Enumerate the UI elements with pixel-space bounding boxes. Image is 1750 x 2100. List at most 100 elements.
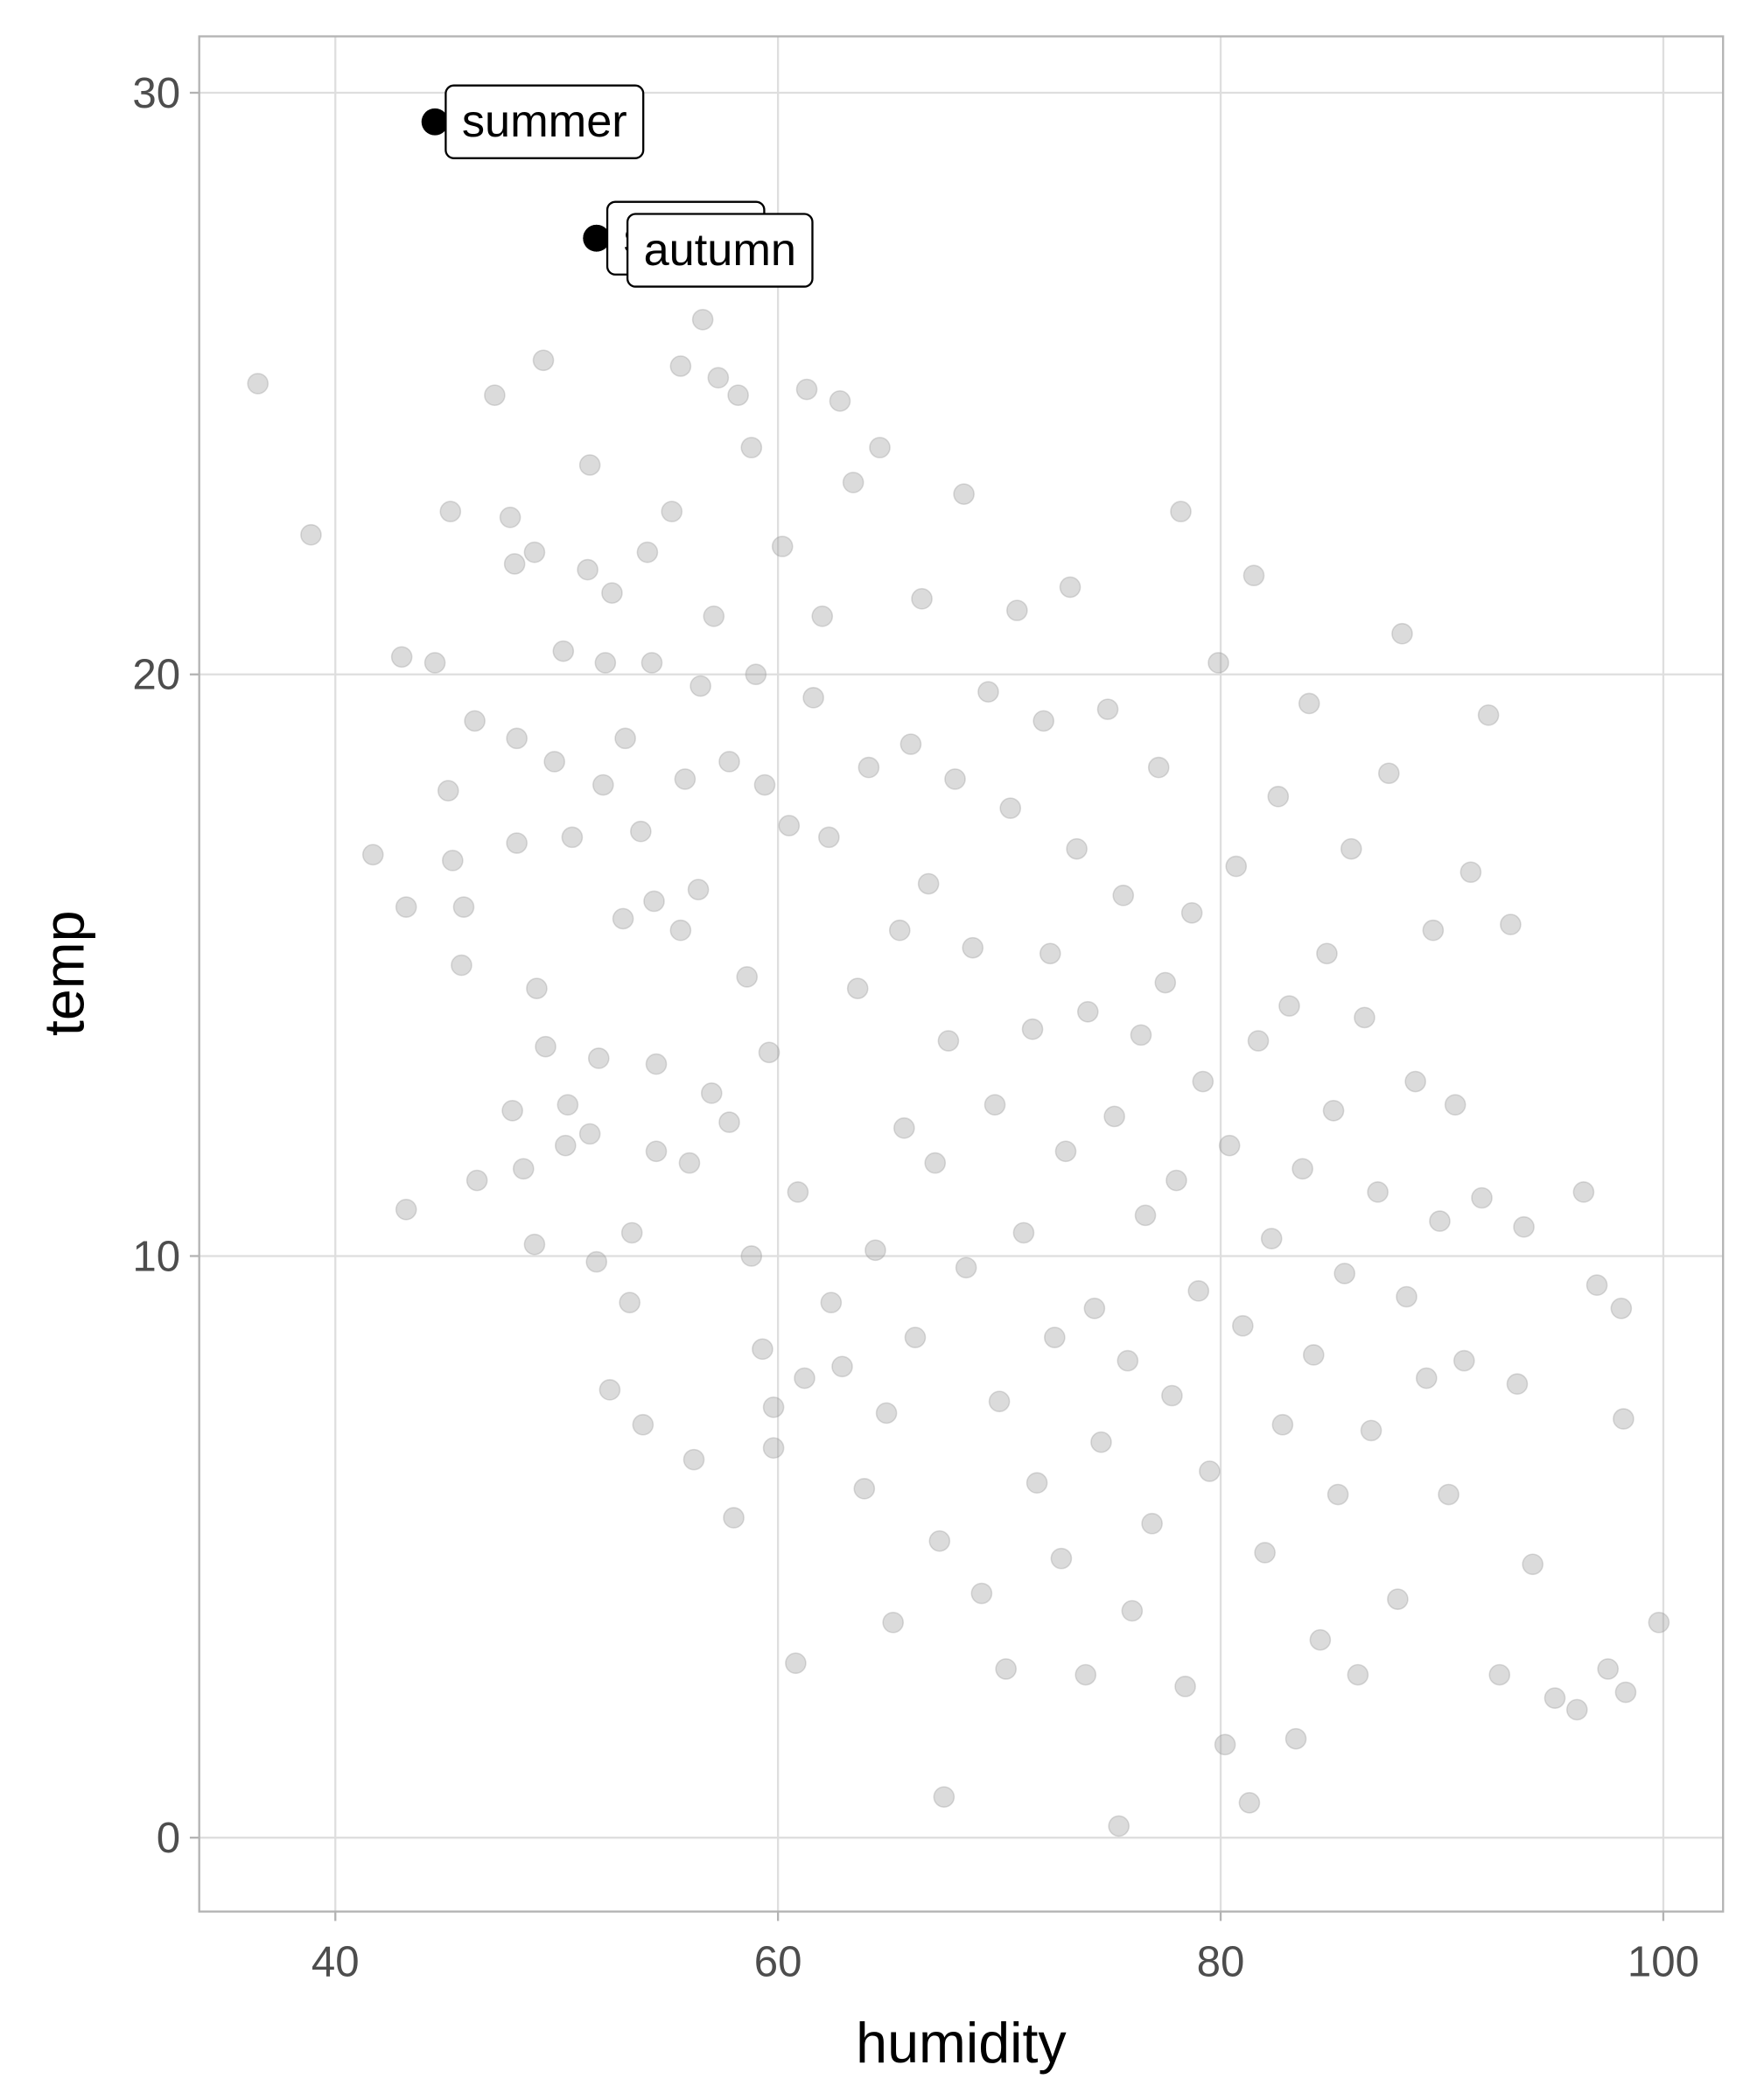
x-tick-label: 60 [754, 1937, 802, 1985]
point [831, 1355, 853, 1378]
point [937, 1030, 960, 1052]
label: autumn [626, 213, 814, 288]
point [1112, 885, 1135, 906]
point [703, 605, 725, 627]
point [619, 1292, 640, 1313]
label-box [444, 84, 645, 159]
point [1039, 942, 1061, 965]
point [1116, 1349, 1139, 1372]
point [506, 832, 528, 854]
point [395, 896, 417, 918]
point [691, 308, 714, 331]
point [1076, 1000, 1099, 1023]
point [1347, 1663, 1369, 1686]
point [1354, 1006, 1376, 1029]
point [740, 437, 763, 458]
point [1247, 1030, 1270, 1052]
point [552, 640, 575, 662]
point [911, 588, 933, 610]
point [718, 1111, 740, 1133]
point [700, 1082, 723, 1104]
point [904, 1326, 927, 1348]
point [632, 1413, 654, 1436]
point [893, 1116, 915, 1139]
point [900, 733, 922, 755]
point [1309, 1628, 1332, 1651]
point [1586, 1274, 1608, 1297]
point [1488, 1663, 1511, 1686]
point [740, 1245, 763, 1267]
point [526, 977, 548, 1000]
point [1377, 762, 1400, 785]
point [723, 1507, 745, 1529]
point [451, 954, 472, 976]
point [1340, 837, 1362, 860]
point [999, 797, 1022, 819]
point [1021, 1018, 1044, 1040]
point [424, 652, 446, 674]
point [614, 727, 636, 750]
point [561, 826, 584, 849]
y-tick-label: 0 [157, 1814, 180, 1862]
x-tick-label: 80 [1197, 1937, 1245, 1985]
point [643, 890, 665, 913]
point [1500, 914, 1522, 935]
point [1154, 971, 1177, 994]
point [1199, 1460, 1221, 1482]
point [1238, 1792, 1261, 1814]
point [995, 1658, 1017, 1680]
y-tick-label: 10 [132, 1232, 180, 1280]
point [787, 1181, 809, 1203]
point [1396, 1285, 1418, 1308]
point [1284, 1727, 1307, 1750]
point [645, 1140, 668, 1163]
point [1316, 942, 1338, 965]
point [1225, 855, 1248, 878]
point [523, 541, 546, 564]
point [924, 1152, 947, 1174]
point [1161, 1384, 1183, 1407]
point [1232, 1314, 1254, 1337]
point [707, 367, 730, 389]
point [853, 1478, 876, 1500]
point [818, 826, 840, 849]
point [1613, 1408, 1634, 1430]
point [598, 1379, 621, 1401]
point [442, 850, 464, 872]
point [636, 541, 659, 564]
point [577, 558, 598, 581]
point [437, 780, 459, 802]
point [506, 727, 528, 750]
point [669, 355, 692, 377]
point [988, 1390, 1011, 1412]
point [1141, 1512, 1163, 1535]
point [762, 1437, 785, 1460]
point [578, 1123, 601, 1145]
point [630, 820, 652, 843]
point [1292, 1158, 1313, 1180]
point [1134, 1204, 1157, 1227]
point [661, 500, 683, 522]
point [1192, 1070, 1214, 1093]
point [682, 1448, 705, 1471]
point [674, 768, 696, 790]
point [1054, 1140, 1077, 1163]
point [390, 646, 413, 668]
highlight-point [421, 108, 449, 136]
label-box [626, 213, 814, 288]
point [1066, 837, 1088, 860]
point [1108, 1815, 1130, 1838]
point [1387, 1588, 1409, 1610]
point [1298, 692, 1320, 715]
point [512, 1158, 535, 1180]
point [523, 1233, 546, 1256]
point [1648, 1611, 1670, 1634]
point [1404, 1070, 1426, 1093]
point [1614, 1681, 1637, 1704]
point [1460, 861, 1482, 884]
point [928, 1530, 951, 1552]
x-tick-label: 100 [1628, 1937, 1699, 1985]
point [811, 605, 834, 627]
point [1391, 622, 1413, 645]
point [802, 687, 824, 709]
